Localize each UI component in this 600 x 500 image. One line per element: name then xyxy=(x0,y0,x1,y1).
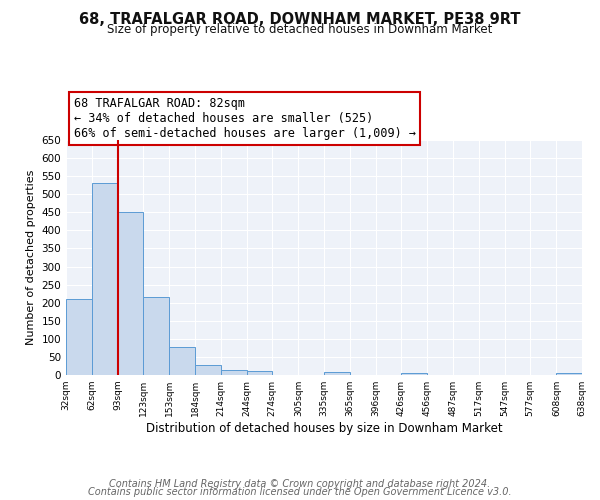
Text: Size of property relative to detached houses in Downham Market: Size of property relative to detached ho… xyxy=(107,22,493,36)
Bar xyxy=(324,372,350,375)
Bar xyxy=(66,299,92,375)
Bar xyxy=(221,370,247,375)
Bar xyxy=(143,298,169,375)
Bar xyxy=(196,365,221,375)
Text: Contains public sector information licensed under the Open Government Licence v3: Contains public sector information licen… xyxy=(88,487,512,497)
Bar xyxy=(247,372,272,375)
Y-axis label: Number of detached properties: Number of detached properties xyxy=(26,170,36,345)
Bar xyxy=(401,373,427,375)
Bar xyxy=(92,184,118,375)
Text: Contains HM Land Registry data © Crown copyright and database right 2024.: Contains HM Land Registry data © Crown c… xyxy=(109,479,491,489)
Text: 68 TRAFALGAR ROAD: 82sqm
← 34% of detached houses are smaller (525)
66% of semi-: 68 TRAFALGAR ROAD: 82sqm ← 34% of detach… xyxy=(74,97,416,140)
X-axis label: Distribution of detached houses by size in Downham Market: Distribution of detached houses by size … xyxy=(146,422,502,435)
Text: 68, TRAFALGAR ROAD, DOWNHAM MARKET, PE38 9RT: 68, TRAFALGAR ROAD, DOWNHAM MARKET, PE38… xyxy=(79,12,521,28)
Bar xyxy=(118,212,143,375)
Bar xyxy=(169,347,196,375)
Bar xyxy=(556,373,582,375)
